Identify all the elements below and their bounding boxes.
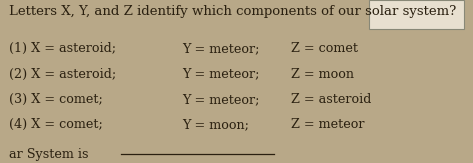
- Text: (1) X = asteroid;: (1) X = asteroid;: [9, 42, 116, 55]
- Text: (2) X = asteroid;: (2) X = asteroid;: [9, 68, 116, 81]
- Text: Z = comet: Z = comet: [291, 42, 358, 55]
- Text: (4) X = comet;: (4) X = comet;: [9, 118, 103, 131]
- Text: Y = meteor;: Y = meteor;: [182, 68, 260, 81]
- Text: ar System is: ar System is: [9, 148, 89, 161]
- Text: Z = moon: Z = moon: [291, 68, 354, 81]
- Text: Z = asteroid: Z = asteroid: [291, 93, 371, 106]
- Text: Y = moon;: Y = moon;: [182, 118, 249, 131]
- Text: Letters X, Y, and Z identify which components of our solar system?: Letters X, Y, and Z identify which compo…: [9, 5, 457, 18]
- Text: Z = meteor: Z = meteor: [291, 118, 364, 131]
- Text: Y = meteor;: Y = meteor;: [182, 93, 260, 106]
- FancyBboxPatch shape: [369, 0, 464, 29]
- Text: (3) X = comet;: (3) X = comet;: [9, 93, 103, 106]
- Text: Y = meteor;: Y = meteor;: [182, 42, 260, 55]
